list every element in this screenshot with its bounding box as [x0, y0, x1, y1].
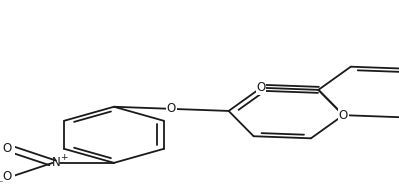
Text: O: O: [339, 109, 348, 122]
Text: N: N: [52, 156, 61, 169]
Text: O: O: [2, 142, 11, 155]
Text: ⁻: ⁻: [0, 179, 2, 189]
Text: O: O: [167, 102, 176, 115]
Text: O: O: [2, 170, 11, 183]
Text: O: O: [257, 81, 266, 94]
Text: +: +: [60, 153, 68, 162]
